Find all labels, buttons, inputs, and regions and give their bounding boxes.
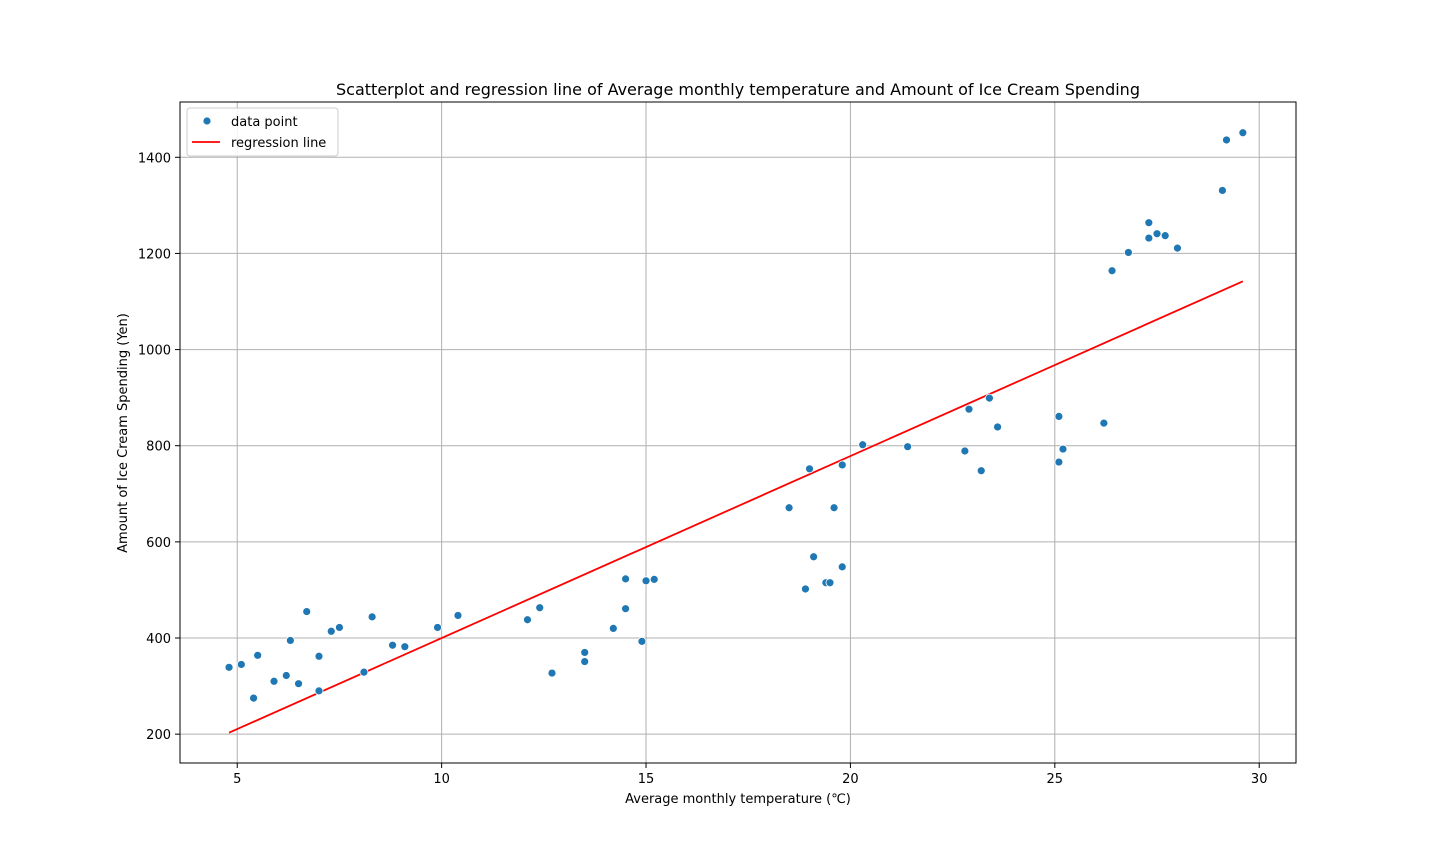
data-point [302, 607, 312, 616]
data-points [224, 128, 1248, 703]
data-point [837, 562, 847, 572]
data-point [837, 460, 847, 470]
data-point [641, 576, 651, 586]
y-tick-label: 600 [146, 536, 171, 551]
data-point [580, 648, 590, 657]
data-point [580, 657, 590, 666]
y-tick-label: 400 [146, 632, 171, 647]
data-point [1160, 231, 1170, 241]
data-point [1218, 186, 1227, 195]
data-point [326, 626, 336, 636]
data-point [1099, 418, 1109, 428]
legend-label-data-point: data point [231, 115, 298, 130]
data-point [400, 642, 410, 652]
data-point [809, 552, 819, 562]
data-point [1054, 411, 1064, 421]
data-point [649, 574, 659, 584]
y-tick-label: 1200 [138, 247, 171, 262]
data-point [523, 615, 532, 625]
data-point [829, 503, 839, 513]
data-point [1123, 248, 1133, 257]
data-point [858, 440, 868, 450]
regression-line [228, 280, 1244, 734]
legend: data point regression line [186, 107, 339, 157]
data-point [269, 676, 279, 686]
y-tick-label: 800 [146, 440, 171, 455]
data-point [608, 623, 618, 633]
data-point [1144, 233, 1154, 243]
data-point [1054, 457, 1064, 467]
legend-label-regression-line: regression line [231, 136, 326, 151]
x-tick-label: 15 [638, 772, 655, 787]
data-point [236, 660, 246, 669]
data-point [253, 650, 263, 660]
data-point [294, 679, 303, 689]
data-point [314, 686, 324, 696]
data-point [285, 636, 295, 645]
x-tick-label: 25 [1047, 772, 1064, 787]
data-point [314, 651, 324, 661]
data-point [993, 422, 1002, 432]
plot-frame [179, 101, 1297, 764]
x-tick-label: 5 [233, 772, 241, 787]
data-point [367, 612, 377, 622]
data-point [359, 667, 369, 677]
chart-title: Scatterplot and regression line of Avera… [336, 80, 1140, 99]
data-point [976, 466, 986, 476]
axis-ticks: 5 10 15 20 25 30 200 400 600 800 1000 1200 1400 [138, 151, 1268, 787]
data-point [1144, 218, 1154, 228]
data-point [1058, 444, 1068, 454]
data-point [249, 693, 258, 703]
data-point [985, 393, 994, 403]
data-point [960, 446, 970, 456]
data-point [801, 584, 810, 594]
data-point [547, 668, 557, 678]
data-point [453, 611, 463, 620]
legend-box [186, 107, 339, 157]
data-point [535, 603, 545, 613]
y-axis-label: Amount of Ice Cream Spending (Yen) [116, 313, 131, 553]
y-tick-label: 200 [146, 728, 171, 743]
y-tick-label: 1000 [138, 344, 171, 359]
regression-line-layer [228, 280, 1244, 734]
data-point [621, 574, 630, 584]
y-tick-label: 1400 [138, 151, 171, 166]
x-tick-label: 10 [433, 772, 450, 787]
data-point [621, 604, 630, 614]
data-point [281, 671, 291, 680]
data-point [433, 623, 442, 632]
data-point [1173, 243, 1182, 253]
data-point [335, 623, 344, 632]
data-point [388, 640, 397, 650]
data-point [637, 636, 647, 646]
data-point [1222, 135, 1231, 145]
data-point [805, 464, 814, 474]
grid [180, 102, 1296, 763]
data-point [1152, 229, 1162, 239]
data-point [1238, 128, 1248, 138]
data-point [903, 442, 913, 452]
data-point [784, 503, 794, 513]
data-point [1107, 266, 1117, 276]
data-point [825, 578, 835, 588]
legend-marker-data-point [202, 116, 212, 126]
x-tick-label: 30 [1251, 772, 1268, 787]
data-point [964, 404, 974, 414]
x-axis-label: Average monthly temperature (℃) [625, 792, 851, 807]
x-tick-label: 20 [842, 772, 859, 787]
data-point [224, 662, 234, 672]
